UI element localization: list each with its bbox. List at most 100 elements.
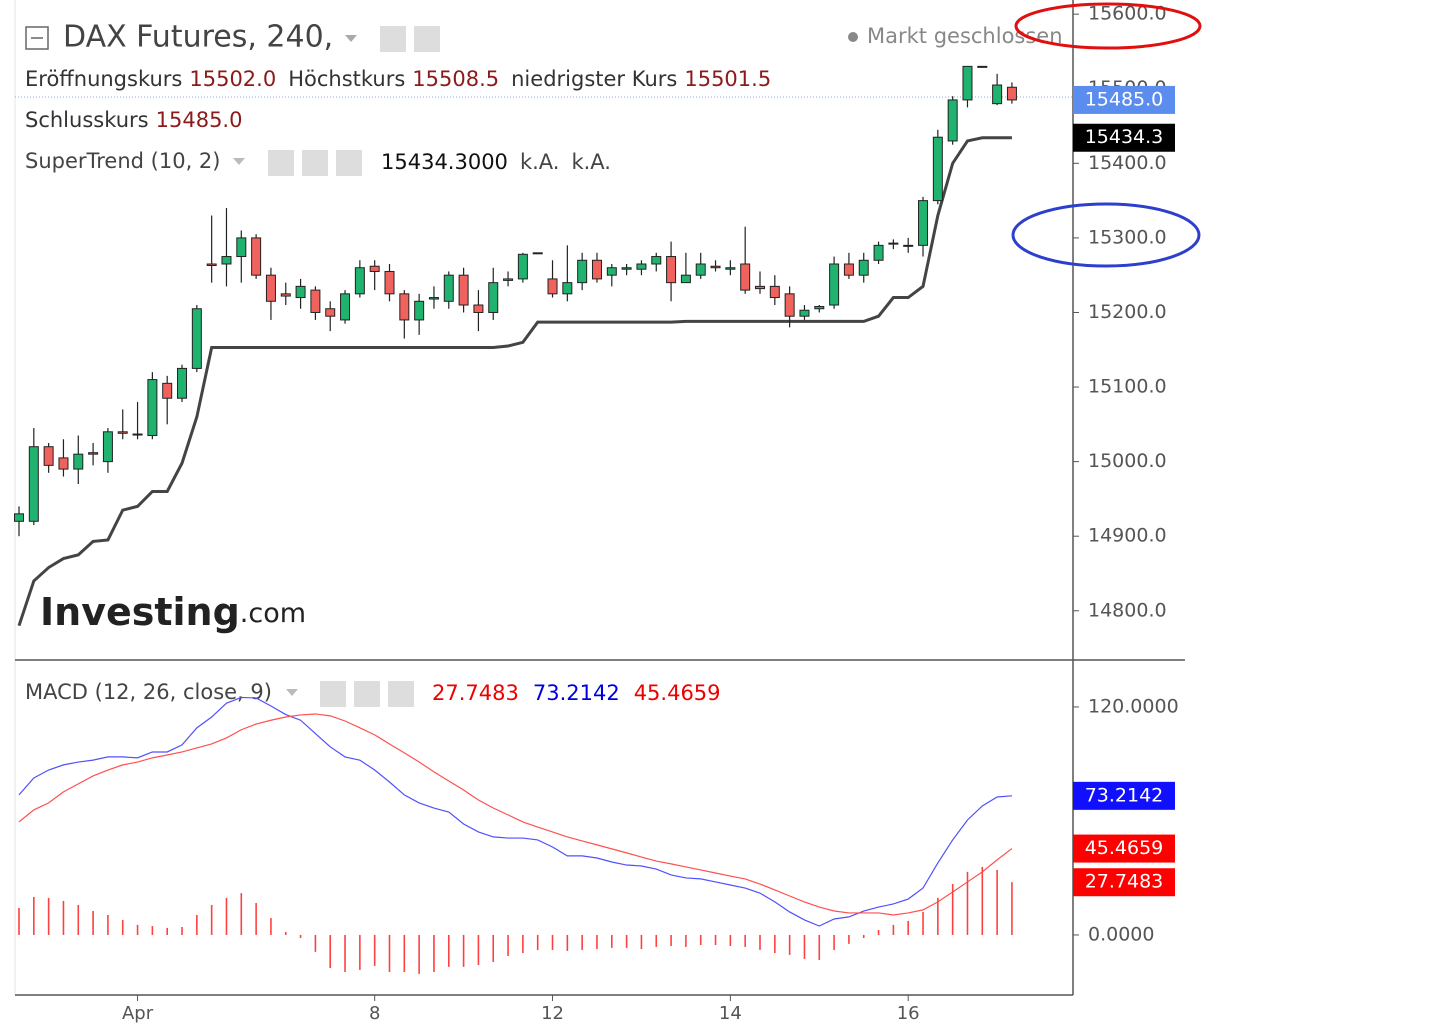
y-tick-label: 15000.0 [1088, 450, 1167, 472]
candle-body [710, 265, 721, 269]
indicator-name: MACD (12, 26, close, 9) [25, 680, 272, 704]
candle-body [814, 306, 825, 310]
candle-body [14, 513, 24, 522]
price-marker-label: 15485.0 [1085, 88, 1164, 110]
indicator-values: 27.7483 73.2142 45.4659 [432, 681, 721, 705]
candle-body [666, 256, 677, 284]
candle-body [473, 304, 484, 313]
price-marker-label: 15434.3 [1085, 126, 1164, 148]
y-tick-label: 14900.0 [1088, 525, 1167, 547]
candle-body [384, 270, 395, 295]
candle-body [177, 367, 188, 399]
ohlc-line: Eröffnungskurs 15502.0 Höchstkurs 15508.5 ni… [25, 67, 771, 91]
y-tick-label: 15400.0 [1088, 152, 1167, 174]
candle-body [606, 267, 617, 276]
settings-button[interactable] [354, 681, 380, 707]
ohlc-value: 15502.0 [189, 67, 276, 91]
candle-body [280, 293, 291, 297]
visibility-button[interactable] [380, 26, 406, 52]
candle-body [547, 278, 558, 295]
candle-body [740, 263, 751, 291]
candle-body [799, 309, 810, 317]
indicator-value: 73.2142 [533, 681, 620, 705]
visibility-button[interactable] [268, 150, 294, 176]
watermark: Investing.com [40, 590, 306, 634]
candle-body [532, 252, 543, 255]
settings-button[interactable] [302, 150, 328, 176]
candle-body [695, 263, 706, 276]
ohlc-value: 15508.5 [412, 67, 499, 91]
candle-body [503, 278, 514, 281]
value-marker [1073, 781, 1175, 810]
candle-body [414, 300, 425, 321]
candle-body [58, 457, 69, 470]
plot: 14800.0 14900.0 15000.0 15100.0 15200.0 15300… [14, 3, 1179, 1023]
candle-body [325, 308, 336, 317]
candle-body [829, 263, 840, 306]
settings-button[interactable] [414, 26, 440, 52]
candle-body [458, 274, 469, 306]
candle-body [947, 99, 958, 142]
indicator-value: 15434.3000 [381, 150, 508, 174]
market-status: Markt geschlossen [867, 24, 1063, 48]
close-line: Schlusskurs 15485.0 [25, 108, 242, 132]
remove-button[interactable] [336, 150, 362, 176]
candle-body [369, 265, 380, 272]
candle-body [636, 263, 647, 270]
dropdown-icon[interactable] [345, 35, 357, 42]
ohlc-value: 15485.0 [156, 108, 243, 132]
ohlc-label: Eröffnungskurs [25, 67, 182, 91]
candle-body [725, 267, 736, 270]
y-tick-label: 15300.0 [1088, 226, 1167, 248]
x-tick-label: Apr [122, 1003, 154, 1023]
watermark-domain: .com [240, 598, 306, 629]
candle-body [354, 267, 365, 295]
candle-body [428, 297, 439, 300]
candle-body [206, 263, 217, 266]
collapse-button[interactable] [25, 26, 49, 50]
visibility-button[interactable] [320, 681, 346, 707]
x-tick-label: 14 [719, 1003, 742, 1023]
status-dot [848, 32, 858, 42]
candle-body [102, 431, 113, 463]
line [18, 696, 1012, 927]
y-tick-label: 0.0000 [1088, 923, 1154, 945]
candle-body [88, 452, 99, 455]
price-marker [1073, 85, 1175, 114]
candle-body [132, 433, 143, 436]
ohlc-label: niedrigster Kurs [511, 67, 677, 91]
indicator-value: k.A. [571, 150, 611, 174]
indicator-value: 27.7483 [432, 681, 519, 705]
dropdown-icon[interactable] [286, 689, 298, 696]
candle-body [117, 431, 128, 434]
x-tick-label: 12 [541, 1003, 564, 1023]
chart-title: DAX Futures, 240, [63, 20, 333, 55]
y-tick-label: 15600.0 [1088, 3, 1167, 25]
highlight-ellipse [1014, 2, 1202, 50]
candle-body [591, 259, 602, 280]
ohlc-label: Höchstkurs [288, 67, 405, 91]
dropdown-icon[interactable] [233, 158, 245, 165]
price-marker [1073, 123, 1175, 152]
candle-body [858, 259, 869, 276]
candle-body [162, 382, 173, 399]
candle-body [517, 253, 528, 280]
y-tick-label: 120.0000 [1088, 695, 1179, 717]
line [18, 713, 1013, 916]
value-marker [1073, 834, 1175, 863]
line [17, 136, 1012, 627]
candle-body [784, 293, 795, 317]
indicator-values: 15434.3000 k.A. k.A. [381, 150, 611, 174]
value-marker-label: 73.2142 [1085, 784, 1164, 806]
candle-body [577, 259, 588, 284]
candle-body [932, 136, 943, 202]
candle-body [977, 65, 988, 68]
candle-body [43, 446, 54, 466]
candle-body [265, 274, 276, 302]
remove-button[interactable] [388, 681, 414, 707]
value-marker [1073, 868, 1175, 897]
candle-body [488, 282, 499, 313]
